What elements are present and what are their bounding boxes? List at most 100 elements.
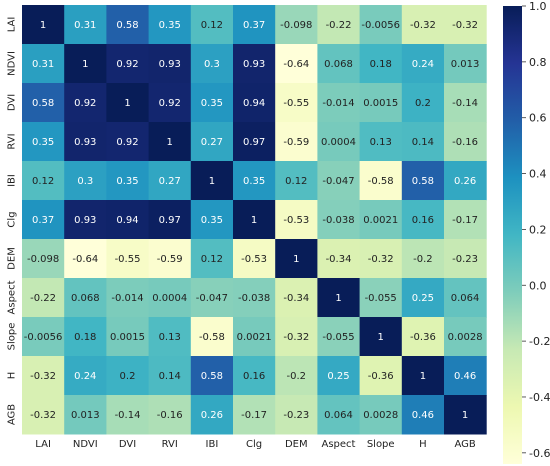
heatmap-cell (190, 44, 234, 84)
cell-value-label: -0.0056 (361, 20, 400, 31)
heatmap-cell (64, 395, 107, 435)
y-tick-label: Clg (7, 211, 18, 227)
heatmap-cell (64, 44, 107, 84)
cell-value-label: 0.2 (120, 371, 136, 382)
cell-value-label: -0.32 (368, 254, 394, 265)
cell-value-label: 0.27 (159, 176, 181, 187)
heatmap-cell (317, 239, 361, 279)
cell-value-label: 0.013 (451, 59, 480, 70)
heatmap-cell (359, 83, 403, 123)
heatmap-cell (148, 356, 192, 396)
cell-value-label: 0.31 (74, 20, 96, 31)
heatmap-cell (106, 239, 150, 279)
heatmap-cell (22, 83, 65, 123)
heatmap-cell (275, 317, 318, 357)
cell-value-label: -0.64 (72, 254, 98, 265)
x-tick-label: NDVI (73, 439, 98, 450)
heatmap-cell (106, 5, 150, 45)
heatmap-cell (22, 122, 65, 162)
cell-value-label: 0.58 (116, 20, 138, 31)
cell-value-label: 0.58 (201, 371, 223, 382)
heatmap-cell (401, 5, 445, 45)
heatmap-cell (64, 83, 107, 123)
heatmap-cell (148, 239, 192, 279)
heatmap-cell (444, 161, 487, 201)
y-tick-label: LAI (7, 17, 18, 33)
cell-value-label: -0.047 (322, 176, 354, 187)
y-tick-labels: LAI NDVI DVI RVI IBI Clg DEM Aspect Slope H AGB (7, 17, 18, 425)
heatmap-cell (359, 317, 403, 357)
heatmap-cell (190, 239, 234, 279)
cell-value-label: 0.92 (116, 137, 138, 148)
heatmap-cell (233, 200, 276, 240)
cell-value-label: 1 (82, 59, 88, 70)
x-tick-label: LAI (35, 439, 51, 450)
cell-value-label: 1 (335, 293, 341, 304)
cell-value-label: 1 (40, 20, 46, 31)
y-tick-label: H (7, 372, 18, 380)
cell-value-label: 0.12 (32, 176, 54, 187)
heatmap-cell (359, 356, 403, 396)
heatmap-cell (359, 44, 403, 84)
heatmap-cell (317, 83, 361, 123)
heatmap-cell (444, 278, 487, 318)
heatmap-cell (106, 44, 150, 84)
heatmap-cell (317, 356, 361, 396)
cell-value-label: 0.93 (74, 137, 96, 148)
cell-value-label: -0.53 (241, 254, 267, 265)
heatmap-cell (317, 44, 361, 84)
colorbar-tick-label: 1.0 (529, 0, 547, 13)
colorbar-gradient (503, 6, 522, 464)
heatmap-cell (359, 161, 403, 201)
heatmap-cell (401, 395, 445, 435)
heatmap-cell (444, 44, 487, 84)
cell-value-label: 0.26 (201, 410, 223, 421)
cell-value-label: 1 (251, 215, 257, 226)
heatmap-cell (148, 5, 192, 45)
heatmap-cell (359, 239, 403, 279)
heatmap-cell (317, 395, 361, 435)
cell-value-label: 0.27 (201, 137, 223, 148)
y-tick-label: Aspect (7, 280, 18, 314)
cell-value-label: 0.16 (243, 371, 265, 382)
cell-value-label: 0.25 (412, 293, 434, 304)
cell-value-label: -0.36 (368, 371, 394, 382)
heatmap-cell (64, 5, 107, 45)
heatmap-cell (106, 161, 150, 201)
y-tick-label: IBI (7, 174, 18, 187)
cell-value-label: -0.32 (30, 371, 56, 382)
x-tick-label: H (419, 439, 427, 450)
x-tick-label: RVI (162, 439, 178, 450)
cell-value-label: -0.038 (238, 293, 270, 304)
colorbar: 1.0 0.8 0.6 0.4 0.2 0.0 -0.2 -0.4 -0.6 (503, 0, 550, 464)
cell-value-label: -0.014 (111, 293, 143, 304)
heatmap-cell (190, 317, 234, 357)
heatmap-cell (233, 239, 276, 279)
y-tick-label: NDVI (7, 51, 18, 76)
heatmap-cell (148, 122, 192, 162)
cell-value-label: 0.13 (159, 332, 181, 343)
heatmap-cell (190, 122, 234, 162)
x-tick-label: Aspect (322, 439, 356, 450)
heatmap-cell (233, 161, 276, 201)
cell-value-label: -0.055 (322, 332, 354, 343)
heatmap-cell (275, 356, 318, 396)
cell-value-label: 1 (209, 176, 215, 187)
heatmap-cell (22, 161, 65, 201)
cell-value-label: -0.038 (322, 215, 354, 226)
cell-value-label: -0.047 (196, 293, 228, 304)
cell-value-label: 0.0004 (321, 137, 356, 148)
y-tick-label: DEM (7, 247, 18, 270)
cell-value-label: 0.93 (74, 215, 96, 226)
heatmap-cell (444, 5, 487, 45)
x-tick-label: IBI (206, 439, 219, 450)
heatmap-cell (148, 200, 192, 240)
cell-value-label: 1 (124, 98, 130, 109)
cell-value-label: -0.23 (452, 254, 478, 265)
colorbar-tick-label: 0.2 (529, 223, 547, 236)
cell-value-label: 0.24 (412, 59, 434, 70)
heatmap-cell (401, 278, 445, 318)
colorbar-tick-label: -0.2 (529, 335, 550, 348)
heatmap-cell (64, 278, 107, 318)
cell-value-label: 0.12 (201, 20, 223, 31)
